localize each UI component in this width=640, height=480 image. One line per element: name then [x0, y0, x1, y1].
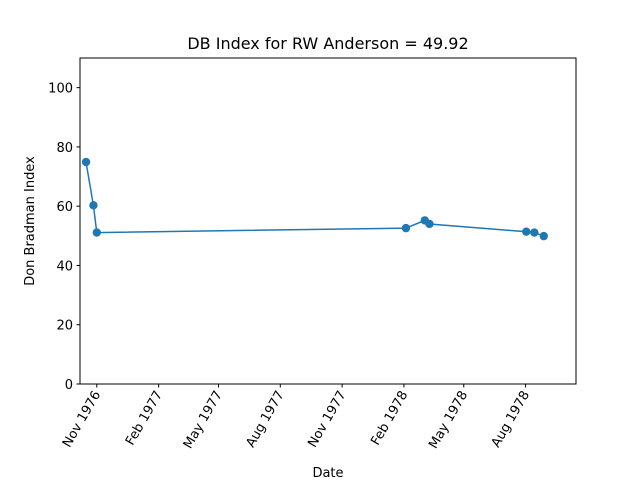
y-tick-label: 80	[56, 141, 73, 156]
y-tick-label: 100	[48, 82, 73, 97]
data-point	[92, 228, 102, 237]
y-tick-label: 0	[65, 378, 73, 393]
x-tick-label: May 1977	[181, 389, 226, 452]
chart-title: DB Index for RW Anderson = 49.92	[187, 34, 468, 53]
data-point	[401, 223, 411, 233]
plot-frame	[79, 57, 577, 385]
x-tick-label: Feb 1978	[368, 389, 411, 449]
x-tick-label: May 1978	[426, 389, 471, 452]
x-tick-label: Aug 1977	[243, 389, 287, 451]
data-point	[425, 219, 434, 229]
x-tick-label: Feb 1977	[123, 389, 166, 449]
y-tick-label: 40	[56, 259, 73, 274]
data-point	[81, 157, 91, 167]
x-axis-label: Date	[312, 466, 343, 480]
x-tick-label: Nov 1976	[60, 389, 104, 451]
data-point	[539, 231, 548, 241]
data-point	[530, 228, 539, 237]
x-tick-label: Aug 1978	[489, 389, 533, 451]
y-tick-label: 20	[56, 319, 73, 334]
y-tick-label: 60	[56, 200, 73, 215]
tick-layer: 0 20 40 60 80 100 Nov 1976 Feb 1977 May 1977 Aug …	[48, 82, 533, 452]
data-point	[522, 227, 531, 236]
x-tick-label: Nov 1977	[305, 389, 349, 451]
data-point	[89, 201, 98, 210]
y-axis-label: Don Bradman Index	[23, 156, 38, 286]
series-line	[85, 161, 544, 237]
series-layer	[81, 157, 548, 241]
